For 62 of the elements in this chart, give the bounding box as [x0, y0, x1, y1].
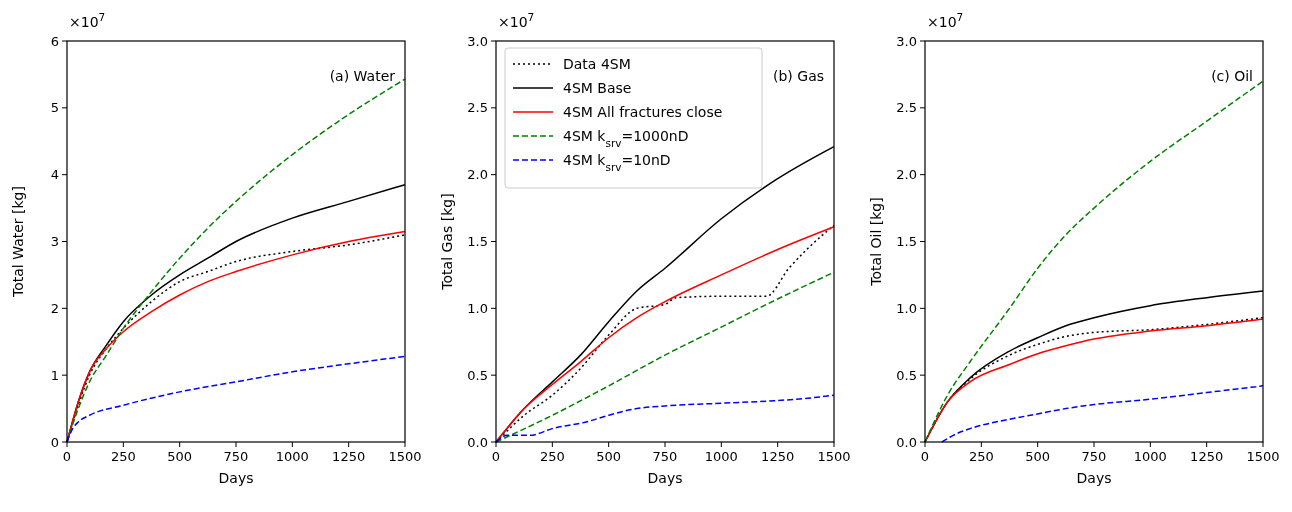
- y-tick-label: 1.5: [896, 234, 917, 249]
- y-tick-label: 2.5: [896, 100, 917, 116]
- y-tick-label: 5: [50, 100, 59, 116]
- x-tick-label: 250: [539, 449, 565, 464]
- y-tick-label: 0: [50, 434, 59, 450]
- text: ×10$^{7}$: [927, 11, 964, 30]
- x-tick-label: 1000: [704, 449, 738, 464]
- legend-label: 4SM k$_{srv}$=1000nD: [563, 128, 689, 149]
- legend-label: 4SM Base: [563, 80, 632, 96]
- y-axis-title: Total Oil [kg]: [868, 197, 884, 287]
- y-tick-label: 3.0: [896, 33, 917, 49]
- legend-label: 4SM All fractures close: [563, 104, 723, 120]
- legend-label: Data 4SM: [563, 56, 631, 72]
- y-tick-label: 6: [50, 33, 59, 49]
- text: (a) Water: [329, 68, 396, 84]
- x-tick-label: 500: [167, 449, 193, 464]
- x-tick-label: 1500: [388, 449, 422, 464]
- x-tick-label: 1000: [275, 449, 309, 464]
- text: ×10$^{7}$: [498, 11, 535, 30]
- x-tick-label: 500: [1025, 449, 1051, 464]
- y-axis-title: Total Water [kg]: [10, 186, 26, 298]
- x-axis-title: Days: [218, 470, 254, 486]
- x-tick-label: 0: [62, 449, 72, 464]
- x-tick-label: 1250: [761, 449, 795, 464]
- y-tick-label: 1.5: [467, 234, 488, 249]
- legend-label: 4SM k$_{srv}$=10nD: [563, 152, 671, 173]
- line-series: [941, 385, 1264, 443]
- text: ×10$^{7}$: [69, 11, 106, 30]
- y-tick-label: 0.5: [467, 367, 488, 383]
- y-tick-label: 0.5: [896, 367, 917, 383]
- y-tick-label: 2.5: [467, 100, 488, 116]
- y-tick-label: 2.0: [467, 167, 488, 183]
- line-series: [495, 394, 835, 443]
- y-tick-label: 4: [50, 167, 59, 183]
- x-tick-label: 250: [968, 449, 994, 464]
- y-tick-label: 1.0: [896, 300, 917, 316]
- x-tick-label: 0: [491, 449, 501, 464]
- x-tick-label: 750: [652, 449, 678, 464]
- x-tick-label: 1500: [1246, 449, 1280, 464]
- x-tick-label: 1250: [1190, 449, 1224, 464]
- y-tick-label: 0.0: [467, 434, 488, 450]
- y-tick-label: 3: [50, 234, 59, 249]
- x-tick-label: 750: [223, 449, 249, 464]
- x-tick-label: 1500: [817, 449, 851, 464]
- y-tick-label: 0.0: [896, 434, 917, 450]
- y-tick-label: 2: [50, 300, 59, 316]
- x-tick-label: 500: [596, 449, 622, 464]
- x-tick-label: 250: [110, 449, 136, 464]
- x-tick-label: 750: [1081, 449, 1107, 464]
- x-axis-title: Days: [1076, 470, 1112, 486]
- text: (b) Gas: [773, 68, 824, 84]
- y-axis-title: Total Gas [kg]: [439, 193, 455, 291]
- y-tick-label: 1: [50, 367, 59, 383]
- y-tick-label: 2.0: [896, 167, 917, 183]
- x-tick-label: 1000: [1133, 449, 1167, 464]
- line-series: [66, 355, 406, 443]
- y-tick-label: 3.0: [467, 33, 488, 49]
- y-tick-label: 1.0: [467, 300, 488, 316]
- x-tick-label: 0: [920, 449, 930, 464]
- x-tick-label: 1250: [332, 449, 366, 464]
- x-axis-title: Days: [647, 470, 683, 486]
- text: (c) Oil: [1211, 68, 1253, 84]
